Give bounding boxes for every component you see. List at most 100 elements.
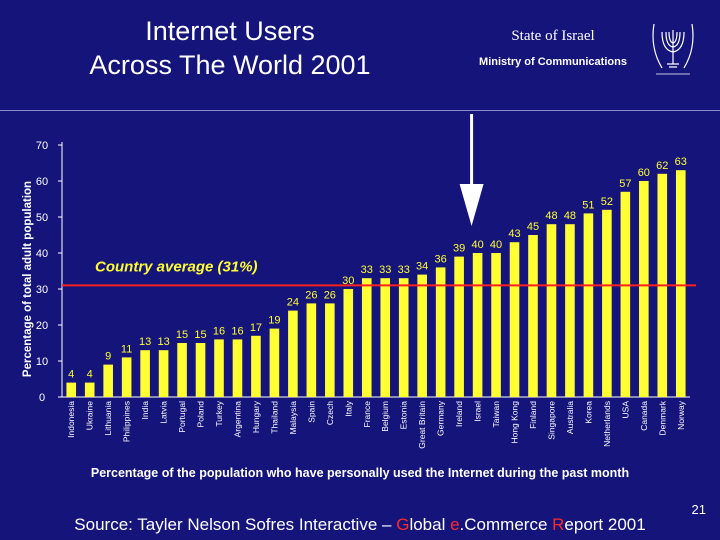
state-label: State of Israel — [511, 28, 595, 44]
bar — [325, 303, 335, 397]
x-tick-label: Finland — [528, 401, 538, 429]
bar — [454, 256, 464, 397]
bar-value-label: 4 — [87, 369, 93, 381]
bar — [306, 303, 317, 397]
bar — [288, 310, 298, 397]
bar-value-label: 33 — [398, 264, 410, 276]
x-tick-label: Germany — [436, 400, 446, 436]
x-tick-label: Spain — [306, 401, 316, 423]
bar — [66, 382, 77, 397]
bar-value-label: 33 — [379, 264, 391, 276]
bar-value-label: 4 — [68, 369, 74, 381]
bar — [84, 382, 95, 397]
bar — [195, 343, 206, 397]
bar-value-label: 52 — [601, 196, 613, 208]
y-axis-label: Percentage of total adult population — [22, 181, 34, 377]
title-line-2: Across The World 2001 — [89, 50, 371, 80]
x-tick-label: Great Britain — [417, 401, 427, 449]
bar — [140, 350, 150, 397]
bar — [398, 278, 409, 397]
y-tick-label: 60 — [36, 176, 48, 188]
bar-value-label: 57 — [619, 178, 631, 190]
y-tick-label: 30 — [36, 284, 48, 296]
x-tick-label: Ireland — [454, 401, 464, 427]
bar — [380, 278, 391, 397]
x-tick-label: Australia — [565, 401, 575, 434]
x-tick-label: Poland — [196, 401, 206, 428]
bar-value-label: 51 — [582, 199, 594, 211]
y-tick-label: 40 — [36, 248, 48, 260]
bar — [103, 364, 113, 397]
x-tick-label: Turkey — [214, 400, 224, 426]
source-letter-r: R — [552, 515, 565, 534]
title-line-1: Internet Users — [145, 16, 315, 46]
bar-value-label: 16 — [231, 325, 243, 337]
x-tick-label: Latvia — [159, 401, 169, 424]
bar-value-label: 17 — [250, 322, 262, 334]
bar — [528, 235, 538, 397]
bar — [121, 357, 132, 397]
bar-value-label: 26 — [305, 289, 317, 301]
bar-value-label: 11 — [121, 343, 132, 355]
down-arrow-icon — [459, 114, 484, 226]
bar — [435, 267, 446, 397]
y-tick-label: 50 — [36, 212, 48, 224]
bar-value-label: 45 — [527, 221, 539, 233]
bar-value-label: 16 — [213, 325, 225, 337]
bar-value-label: 19 — [268, 315, 280, 327]
bar — [232, 339, 243, 397]
bar — [269, 328, 280, 397]
bar-value-label: 13 — [157, 336, 169, 348]
bar — [565, 224, 575, 397]
x-tick-label: Malaysia — [288, 401, 298, 435]
bar-value-label: 26 — [324, 289, 336, 301]
y-tick-label: 10 — [36, 356, 48, 368]
bar-value-label: 48 — [564, 210, 576, 222]
bar-value-label: 60 — [638, 167, 650, 179]
y-tick-label: 0 — [39, 392, 45, 404]
x-tick-label: India — [140, 401, 150, 420]
bar — [417, 274, 427, 397]
bar — [251, 335, 261, 397]
bar-value-label: 62 — [656, 160, 668, 172]
bar-value-label: 24 — [287, 297, 299, 309]
x-tick-label: Canada — [639, 401, 649, 431]
source-part-2: lobal — [409, 515, 451, 534]
bar-value-label: 30 — [342, 275, 354, 287]
bar-value-label: 9 — [105, 351, 111, 363]
bar — [214, 339, 224, 397]
bar-value-label: 39 — [453, 243, 465, 255]
x-tick-label: Belgium — [380, 401, 390, 432]
x-tick-label: Argentina — [232, 401, 242, 438]
x-tick-label: Korea — [583, 401, 593, 424]
bar-value-label: 40 — [490, 239, 502, 251]
page-title: Internet Users Across The World 2001 — [40, 14, 420, 82]
bar — [602, 209, 612, 397]
bar-value-label: 43 — [508, 228, 520, 240]
x-tick-label: Norway — [676, 400, 686, 430]
bar — [509, 242, 520, 397]
bar-value-label: 63 — [675, 156, 687, 168]
source-letter-e: e — [450, 515, 460, 534]
average-label: Country average (31%) — [95, 258, 258, 275]
header-divider — [0, 110, 720, 111]
x-tick-label: Czech — [325, 401, 335, 425]
source-part-4: eport 2001 — [564, 515, 646, 534]
source-part-3: .Commerce — [459, 515, 553, 534]
x-tick-label: Netherlands — [602, 401, 612, 447]
bar — [639, 181, 649, 397]
x-tick-label: Portugal — [177, 401, 187, 433]
x-tick-label: Ukraine — [85, 401, 95, 431]
x-tick-label: Italy — [343, 400, 353, 416]
x-tick-label: Taiwan — [491, 401, 501, 428]
y-tick-label: 20 — [36, 320, 48, 332]
source-part-1: Source: Tayler Nelson Sofres Interactive… — [74, 515, 397, 534]
bar — [491, 253, 501, 397]
bar — [343, 289, 354, 397]
menorah-emblem-icon — [652, 23, 694, 75]
bar — [583, 213, 594, 397]
y-tick-label: 70 — [36, 140, 48, 152]
x-tick-label: Estonia — [399, 401, 409, 430]
bar — [158, 350, 169, 397]
